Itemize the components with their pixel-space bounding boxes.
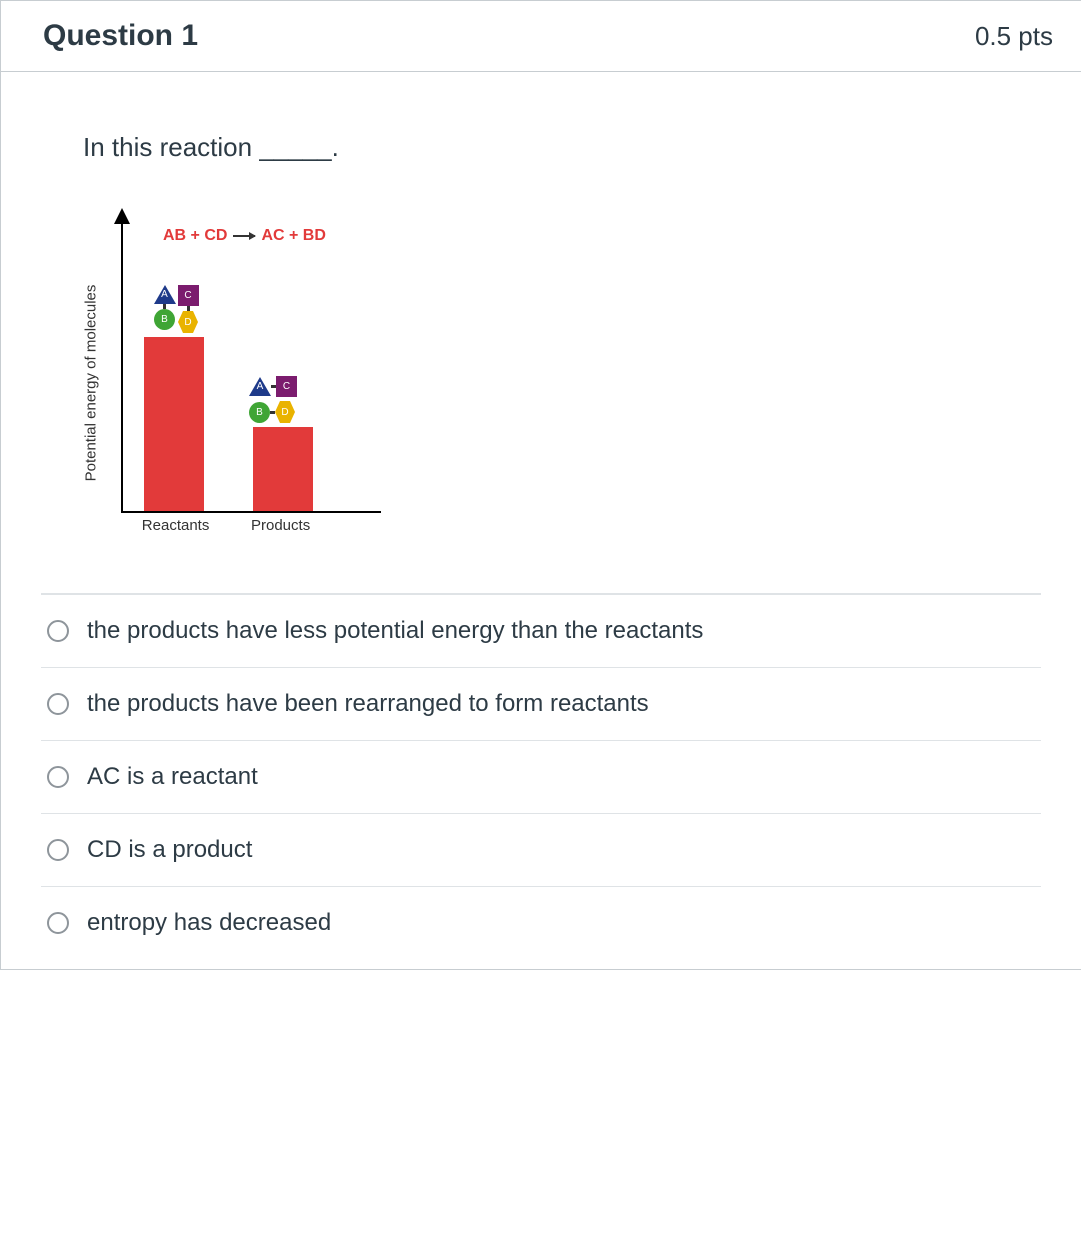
hexagon-icon: D	[178, 311, 198, 333]
answer-text: the products have less potential energy …	[87, 617, 703, 645]
radio-icon[interactable]	[47, 912, 69, 934]
radio-icon[interactable]	[47, 839, 69, 861]
answer-option[interactable]: the products have less potential energy …	[41, 594, 1041, 667]
circle-icon: B	[249, 402, 270, 423]
energy-bar-chart: Potential energy of molecules AB + CD AC…	[101, 213, 401, 553]
chart-ylabel: Potential energy of molecules	[83, 285, 100, 482]
square-icon: C	[178, 285, 199, 306]
bond-icon	[187, 306, 190, 311]
molecule-pair: AB	[154, 285, 176, 333]
equation-right: AC + BD	[261, 227, 325, 245]
chart-bar	[144, 337, 204, 511]
triangle-icon: A	[154, 285, 176, 304]
answer-option[interactable]: the products have been rearranged to for…	[41, 667, 1041, 740]
chart-container: Potential energy of molecules AB + CD AC…	[101, 213, 1041, 553]
radio-icon[interactable]	[47, 766, 69, 788]
chart-bar	[253, 427, 313, 511]
radio-icon[interactable]	[47, 693, 69, 715]
question-text: In this reaction _____.	[83, 132, 1041, 163]
molecule-pair: BD	[249, 401, 319, 423]
molecule-pair: CD	[178, 285, 199, 333]
bond-icon	[270, 411, 275, 414]
question-points: 0.5 pts	[975, 21, 1053, 52]
answer-option[interactable]: CD is a product	[41, 813, 1041, 886]
equation-left: AB + CD	[163, 227, 227, 245]
chart-xlabel: Products	[251, 517, 310, 534]
hexagon-icon: D	[275, 401, 295, 423]
answer-text: CD is a product	[87, 836, 252, 864]
answer-option[interactable]: entropy has decreased	[41, 886, 1041, 959]
question-body: In this reaction _____. Potential energy…	[1, 72, 1081, 969]
molecule-group: ACBD	[249, 376, 319, 423]
triangle-icon: A	[249, 377, 271, 396]
answer-text: AC is a reactant	[87, 763, 258, 791]
chart-plot-area: AB + CD AC + BD ABCDACBD	[121, 213, 381, 513]
circle-icon: B	[154, 309, 175, 330]
radio-icon[interactable]	[47, 620, 69, 642]
question-header: Question 1 0.5 pts	[1, 1, 1081, 72]
answer-text: entropy has decreased	[87, 909, 331, 937]
molecule-pair: AC	[249, 376, 319, 397]
question-title: Question 1	[43, 19, 198, 53]
answer-option[interactable]: AC is a reactant	[41, 740, 1041, 813]
question-card: Question 1 0.5 pts In this reaction ____…	[0, 0, 1081, 970]
arrow-right-icon	[233, 235, 255, 237]
square-icon: C	[276, 376, 297, 397]
chart-equation: AB + CD AC + BD	[163, 227, 326, 245]
answer-text: the products have been rearranged to for…	[87, 690, 649, 718]
answers-list: the products have less potential energy …	[41, 594, 1041, 959]
chart-xlabel: Reactants	[142, 517, 210, 534]
molecule-group: ABCD	[141, 285, 211, 333]
